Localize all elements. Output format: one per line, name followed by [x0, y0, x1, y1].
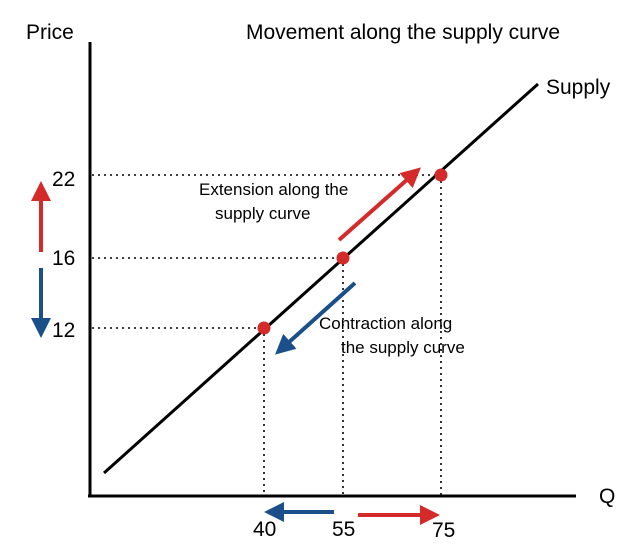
price-tick-16: 16	[52, 247, 75, 270]
quantity-tick-75: 75	[432, 519, 455, 541]
diagram-title: Movement along the supply curve	[246, 21, 560, 44]
price-tick-12: 12	[52, 319, 75, 342]
contraction-annotation-line2: the supply curve	[341, 338, 465, 357]
supply-curve	[102, 82, 540, 475]
supply-curve-label: Supply	[546, 76, 611, 99]
quantity-tick-55: 55	[332, 518, 355, 541]
price-tick-22: 22	[52, 168, 75, 191]
guide-lines	[92, 174, 442, 496]
extension-annotation-line1: Extension along the	[199, 180, 348, 199]
point-q40-p12	[257, 321, 271, 335]
quantity-tick-40: 40	[253, 518, 276, 541]
extension-annotation-line2: supply curve	[215, 204, 310, 223]
extension-arrow-icon	[337, 167, 421, 242]
y-axis-label: Price	[26, 21, 74, 44]
point-q55-p16	[336, 251, 350, 265]
contraction-annotation-line1: Contraction along	[319, 314, 452, 333]
contraction-arrow-icon	[275, 281, 357, 355]
point-q75-p22	[434, 168, 448, 182]
x-axis-label: Q	[599, 485, 615, 508]
